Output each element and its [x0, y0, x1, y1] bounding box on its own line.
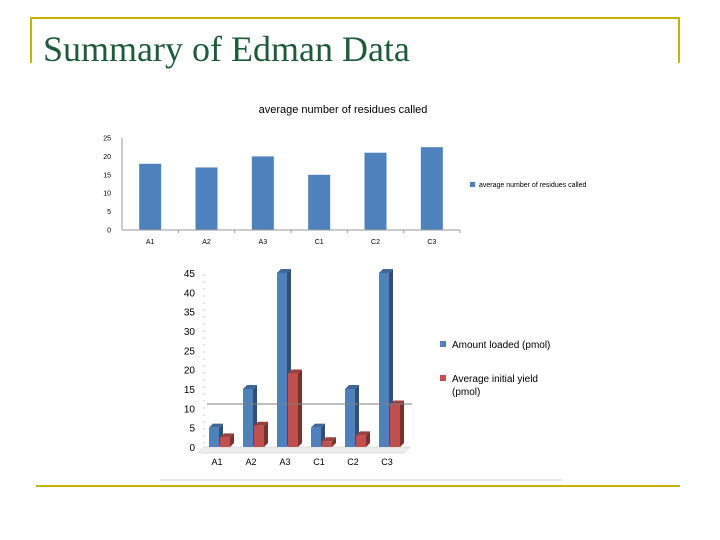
- chart2-x-tick-label: A3: [279, 457, 290, 467]
- chart1-y-tick-label: 20: [103, 154, 111, 161]
- title-rule-top: [30, 17, 680, 19]
- chart2-legend-label-blue: Amount loaded (pmol): [452, 340, 550, 351]
- title-rule-left: [30, 17, 32, 63]
- chart1-x-tick-label: A3: [259, 239, 268, 246]
- chart1-x-tick-label: A1: [146, 239, 155, 246]
- chart2-bar-c3-yield: [390, 400, 404, 447]
- chart1-title: average number of residues called: [259, 104, 428, 116]
- chart1-y-tick-label: 25: [103, 136, 111, 143]
- chart1-bar-c2: [364, 152, 387, 230]
- chart2-y-tick-label: 35: [184, 308, 196, 319]
- chart1-x-tick-label: C3: [427, 239, 436, 246]
- chart2-y-tick-label: 5: [189, 424, 195, 435]
- chart2-y-tick-label: 30: [184, 327, 196, 338]
- title-rule-right: [678, 17, 680, 63]
- chart2-bar-c2-loaded: [345, 385, 359, 447]
- chart2-y-tick-label: 0: [189, 443, 195, 454]
- chart1-bar-c3: [420, 147, 443, 230]
- chart1-y-tick-label: 5: [107, 209, 111, 216]
- chart2-legend-label-red: Average initial yield (pmol): [452, 374, 538, 398]
- chart2-y-tick-label: 10: [184, 404, 196, 415]
- chart2-x-tick-label: C1: [313, 457, 325, 467]
- chart2-bar-a1-yield: [220, 433, 234, 447]
- chart2-bar-c1-yield: [322, 437, 336, 447]
- chart1-legend-label: average number of residues called: [479, 182, 587, 189]
- chart2-x-tick-label: C2: [347, 457, 359, 467]
- chart1-x-tick-label: C1: [315, 239, 324, 246]
- chart2-y-tick-label: 45: [184, 269, 196, 280]
- chart1-x-tick-label: A2: [202, 239, 211, 246]
- chart2-y-tick-label: 25: [184, 346, 196, 357]
- chart1-y-tick-label: 10: [103, 191, 111, 198]
- chart2-y-tick-label: 40: [184, 288, 196, 299]
- chart2-y-tick-label: 15: [184, 385, 196, 396]
- chart2-bar-a2-yield: [254, 421, 268, 447]
- chart1-y-tick-label: 0: [107, 228, 111, 235]
- chart1-bar-a3: [251, 156, 274, 230]
- chart2-bar-a3-yield: [288, 369, 302, 447]
- chart2-x-tick-label: A2: [245, 457, 256, 467]
- chart2-y-tick-label: 20: [184, 366, 196, 377]
- chart2-legend-swatch-blue: [440, 341, 446, 347]
- chart2-legend-swatch-red: [440, 375, 446, 381]
- chart1-y-tick-label: 15: [103, 172, 111, 179]
- chart2-x-tick-label: A1: [211, 457, 222, 467]
- chart2-x-tick-label: C3: [381, 457, 393, 467]
- chart1-bar-a2: [195, 167, 218, 230]
- chart1-legend-swatch: [470, 182, 475, 187]
- chart1-bar-c1: [308, 174, 331, 230]
- chart1-x-tick-label: C2: [371, 239, 380, 246]
- chart1-bar-a1: [139, 163, 162, 230]
- slide-title: Summary of Edman Data: [43, 29, 410, 69]
- chart2-bar-c2-yield: [356, 431, 370, 447]
- footer-rule: [36, 485, 680, 487]
- chart2-floor: [197, 446, 411, 454]
